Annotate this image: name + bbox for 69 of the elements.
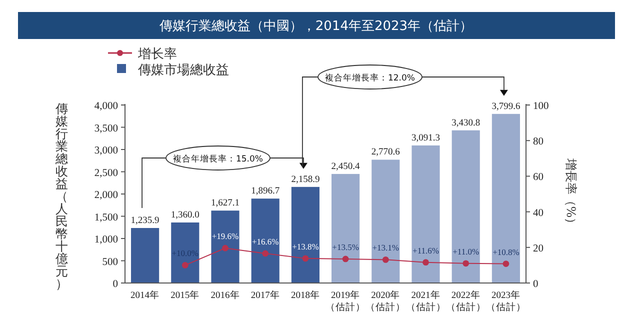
point <box>302 255 309 262</box>
point <box>462 260 470 267</box>
x-tick-label: 2019年（估計） <box>326 289 366 313</box>
point <box>382 256 389 263</box>
bar <box>251 198 280 283</box>
bar <box>211 210 240 283</box>
legend-label: 增长率 <box>137 46 177 62</box>
y2-tick-label: 100 <box>533 101 549 112</box>
x-tick-label: 2016年 <box>210 289 240 301</box>
y-tick-label: 0 <box>112 279 118 290</box>
x-tick-label: 2020年（估計） <box>366 289 406 313</box>
title-bar: 傳媒行業總收益（中國），2014年至2023年（估計） <box>18 12 615 39</box>
point <box>502 260 510 267</box>
data-label: 1,360.0 <box>170 210 200 220</box>
data-label: +13.8% <box>292 241 319 252</box>
data-label: 3,799.6 <box>492 102 520 112</box>
bar <box>492 114 520 283</box>
point <box>422 259 429 266</box>
point <box>342 256 349 262</box>
data-label: +16.6% <box>252 236 279 246</box>
point <box>182 262 188 268</box>
y-tick-label: 1,000 <box>94 234 118 246</box>
bar <box>131 228 160 283</box>
bar <box>332 174 360 283</box>
bar <box>372 160 400 283</box>
bar <box>291 186 320 283</box>
x-tick-label: 2017年 <box>250 289 280 301</box>
x-tick-label: 2023年（估計） <box>486 289 526 313</box>
y-tick-label: 3,000 <box>94 146 118 156</box>
chart-title: 傳媒行業總收益（中國），2014年至2023年（估計） <box>158 19 473 34</box>
y2-tick-label: 0 <box>533 279 538 290</box>
x-tick-label: 2021年（估計） <box>406 289 446 313</box>
data-label: +13.1% <box>372 242 400 253</box>
data-label: 1,627.1 <box>211 198 240 209</box>
y2-tick-label: 80 <box>533 136 544 148</box>
data-label: 2,158.9 <box>291 174 320 185</box>
data-label: +10.8% <box>492 246 520 257</box>
data-label: 3,430.8 <box>452 118 480 128</box>
x-tick-label: 2018年 <box>290 289 320 301</box>
data-label: 1,235.9 <box>130 216 160 226</box>
y-tick-label: 1,500 <box>94 212 118 224</box>
bar <box>452 130 480 283</box>
point <box>222 244 228 252</box>
x-tick-label: 2015年 <box>170 289 200 301</box>
data-label: +19.6% <box>212 231 239 242</box>
y-tick-label: 2,500 <box>94 168 118 179</box>
y-tick-label: 4,000 <box>94 101 118 112</box>
y-tick-label: 500 <box>102 256 118 268</box>
data-label: 2,450.4 <box>331 162 360 172</box>
y2-axis-title: 增長率（%） <box>564 157 578 230</box>
bar <box>171 222 200 283</box>
y2-tick-label: 20 <box>533 243 544 254</box>
y-tick-label: 3,500 <box>94 123 118 134</box>
y2-tick-label: 60 <box>533 172 544 184</box>
data-label: +11.6% <box>412 245 439 256</box>
y-tick-label: 2,000 <box>94 190 118 201</box>
data-label: 1,896.7 <box>251 186 280 197</box>
data-label: +13.5% <box>332 242 359 252</box>
text: 傳媒行業總收益（人民幣十億元） <box>56 100 68 291</box>
bar <box>412 145 440 283</box>
y2-tick-label: 40 <box>533 208 544 219</box>
x-tick-label: 2022年（估計） <box>446 289 486 313</box>
legend-label: 傳媒市場總收益 <box>137 63 229 78</box>
data-label: 2,770.6 <box>371 148 400 158</box>
x-tick-label: 2014年 <box>130 289 160 301</box>
data-label: 3,091.3 <box>412 133 440 144</box>
data-label: +11.0% <box>452 246 480 256</box>
annotation: 複合年增長率：15.0% <box>172 154 264 164</box>
point <box>262 250 269 257</box>
